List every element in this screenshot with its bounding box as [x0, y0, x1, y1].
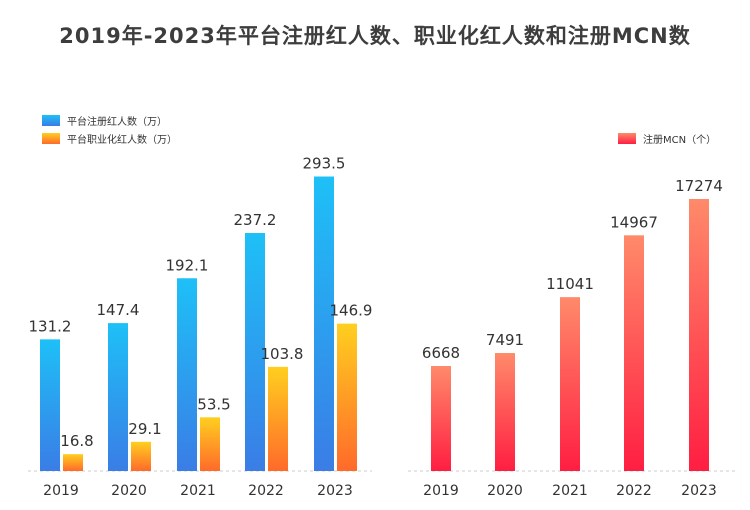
x-tick-left-2022: 2022 [248, 483, 284, 499]
bar-mcn-2019 [431, 366, 451, 471]
value-label-registered-2021: 192.1 [166, 256, 209, 274]
x-tick-left-2021: 2021 [180, 483, 216, 499]
value-label-professional-2023: 146.9 [330, 302, 373, 320]
value-label-professional-2022: 103.8 [261, 345, 304, 363]
value-label-mcn-2020: 7491 [486, 331, 524, 349]
bar-registered-2022 [245, 233, 265, 471]
value-label-professional-2019: 16.8 [60, 432, 93, 450]
bar-professional-2021 [200, 417, 220, 471]
bar-mcn-2020 [495, 353, 515, 471]
chart-title: 2019年-2023年平台注册红人数、职业化红人数和注册MCN数 [59, 24, 691, 48]
x-tick-left-2020: 2020 [111, 483, 147, 499]
legend-item-registered: 平台注册红人数（万） [42, 113, 167, 128]
left-chart: 131.2 16.8 2019 147.4 29.1 2020 192.1 53.5 2021 2… [28, 155, 372, 499]
bar-professional-2020 [131, 441, 151, 471]
x-tick-right-2019: 2019 [423, 483, 459, 499]
value-label-mcn-2019: 6668 [422, 344, 460, 362]
x-tick-right-2023: 2023 [681, 483, 717, 499]
bar-mcn-2022 [624, 235, 644, 471]
legend-item-mcn: 注册MCN（个） [618, 131, 716, 146]
value-label-mcn-2022: 14967 [610, 213, 658, 231]
x-tick-left-2019: 2019 [43, 483, 79, 499]
value-label-professional-2020: 29.1 [128, 420, 161, 438]
bar-mcn-2023 [689, 199, 709, 471]
value-label-registered-2020: 147.4 [97, 301, 140, 319]
legend-swatch-orange [42, 133, 60, 144]
legend-label-registered: 平台注册红人数（万） [67, 117, 167, 128]
legend-swatch-blue [42, 115, 60, 126]
x-tick-right-2020: 2020 [487, 483, 523, 499]
x-tick-right-2022: 2022 [616, 483, 652, 499]
legend-item-professional: 平台职业化红人数（万） [42, 131, 177, 146]
bar-mcn-2021 [560, 297, 580, 471]
legend-swatch-red [618, 133, 636, 144]
value-label-professional-2021: 53.5 [197, 395, 230, 413]
value-label-registered-2023: 293.5 [303, 155, 346, 173]
value-label-mcn-2023: 17274 [675, 177, 723, 195]
bar-registered-2021 [177, 278, 197, 471]
x-tick-right-2021: 2021 [552, 483, 588, 499]
legend-label-mcn: 注册MCN（个） [643, 135, 717, 146]
value-label-mcn-2021: 11041 [546, 275, 594, 293]
bar-registered-2023 [314, 176, 334, 471]
bar-professional-2023 [337, 323, 357, 471]
bar-registered-2020 [108, 323, 128, 471]
legend-label-professional: 平台职业化红人数（万） [67, 135, 177, 146]
x-tick-left-2023: 2023 [317, 483, 353, 499]
bar-registered-2019 [40, 339, 60, 471]
bar-professional-2019 [63, 454, 83, 471]
value-label-registered-2022: 237.2 [234, 211, 277, 229]
value-label-registered-2019: 131.2 [29, 317, 72, 335]
right-chart: 6668 2019 7491 2020 11041 2021 14967 2022 17274 2… [408, 177, 735, 499]
bar-professional-2022 [268, 366, 288, 471]
